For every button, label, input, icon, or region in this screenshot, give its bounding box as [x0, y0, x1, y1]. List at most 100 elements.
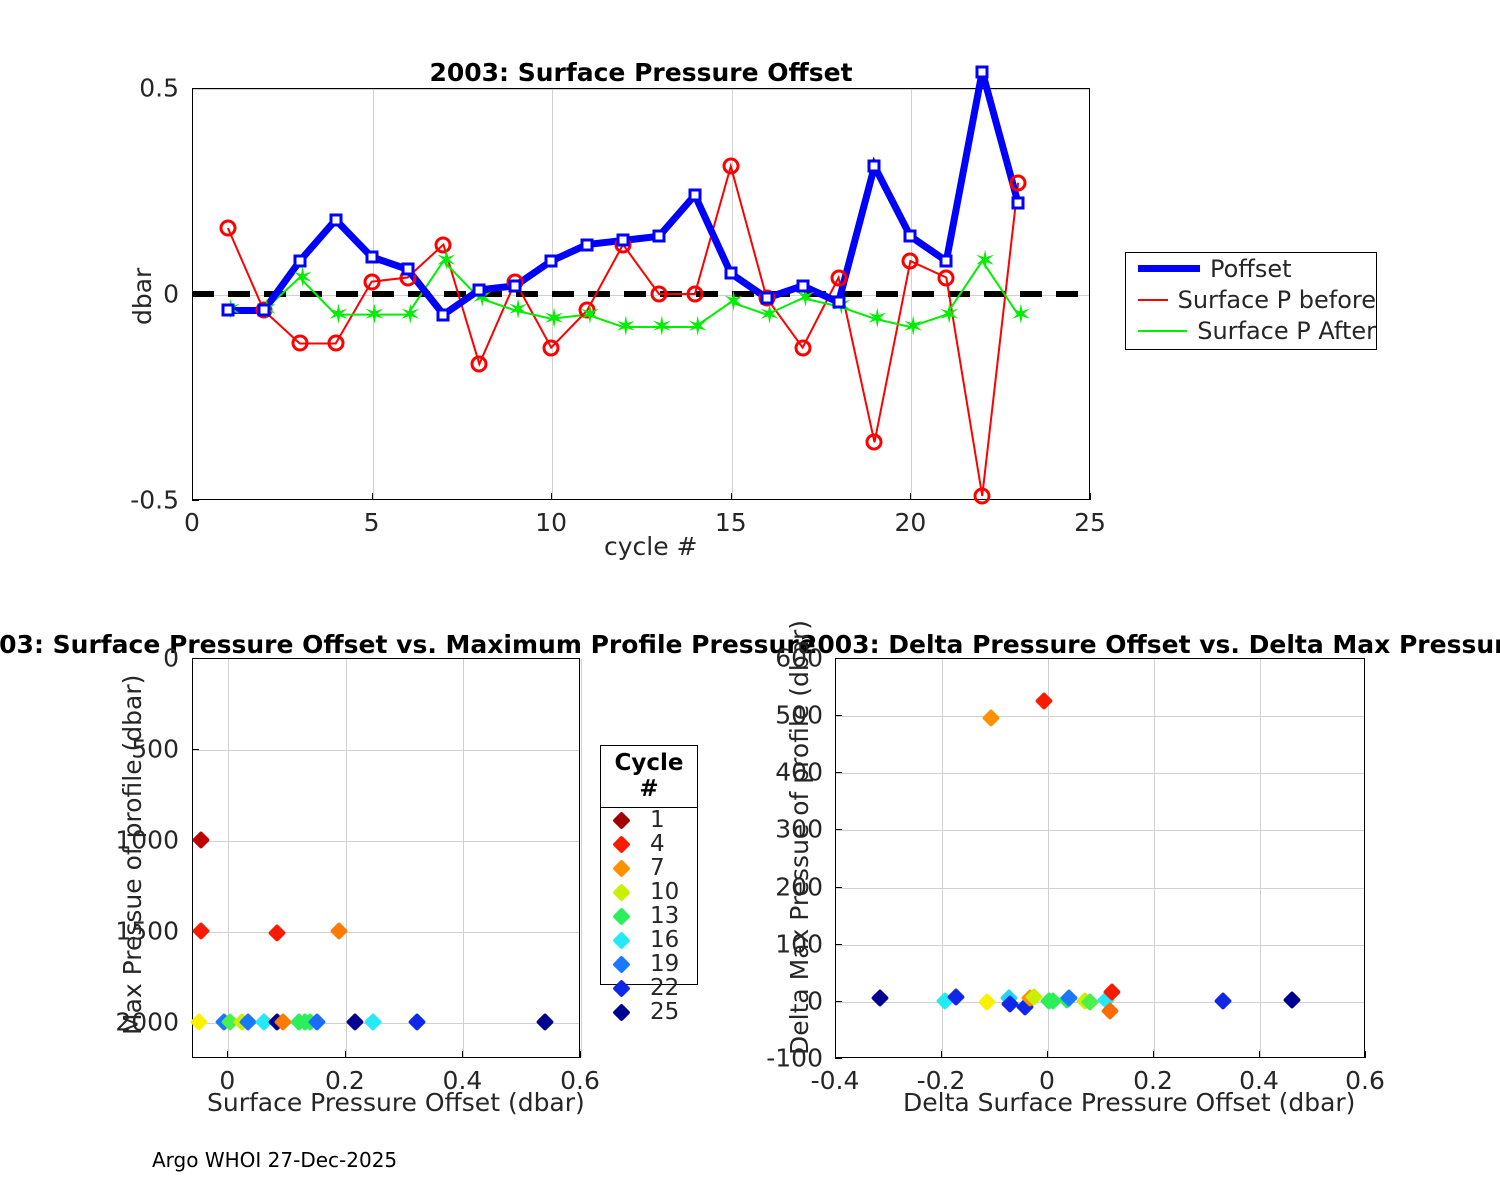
br-ytick-mark	[835, 658, 842, 659]
br-gridline-h	[836, 887, 1364, 889]
bl-chart-title: 2003: Surface Pressure Offset vs. Maximu…	[0, 630, 816, 659]
cycle-legend-row[interactable]: 10	[601, 879, 697, 905]
br-ytick--100: -100	[766, 1043, 823, 1073]
br-ytick-mark	[835, 886, 842, 888]
cycle-legend-dot-icon	[612, 906, 631, 926]
bl-gridline-v	[345, 659, 347, 1057]
br-xtick-mark	[835, 1051, 836, 1058]
main-ytick-mark	[192, 294, 199, 295]
cycle-legend-label: 22	[650, 975, 680, 1001]
cycle-legend[interactable]: Cycle # 1 4 7 10 13 16 19 22 25	[600, 745, 698, 1025]
cycle-legend-row[interactable]: 4	[601, 831, 697, 857]
bl-xtick-0.4: 0.4	[442, 1066, 483, 1095]
br-xtick-mark	[1153, 1051, 1154, 1058]
footer-credit: Argo WHOI 27-Dec-2025	[152, 1148, 398, 1172]
br-xtick--0.2: -0.2	[916, 1066, 966, 1095]
bl-gridline-h	[193, 749, 579, 751]
br-gridline-v	[1048, 659, 1049, 1057]
main-xtick-25: 25	[1074, 508, 1106, 537]
cycle-legend-label: 10	[650, 879, 680, 905]
bl-xtick-mark	[344, 1051, 346, 1058]
legend-row-poffset[interactable]: Poffset	[1126, 253, 1376, 284]
bl-gridline-h	[193, 840, 579, 842]
br-ytick-mark	[835, 943, 842, 945]
bl-ytick-1500: 1500	[115, 916, 179, 946]
bl-ytick-mark	[192, 1021, 199, 1023]
bl-ytick-2000: 2000	[115, 1007, 179, 1037]
main-chart-xlabel: cycle #	[604, 532, 698, 561]
br-xtick-0.4: 0.4	[1239, 1066, 1279, 1095]
cycle-legend-label: 19	[650, 951, 680, 977]
bl-ytick-mark	[192, 748, 199, 750]
main-xtick-mark	[551, 493, 553, 500]
br-ytick-100: 100	[775, 929, 823, 959]
cycle-legend-row[interactable]: 25	[601, 999, 697, 1025]
cycle-legend-row[interactable]: 7	[601, 855, 697, 881]
main-gridline-h	[193, 89, 1089, 90]
main-xtick-mark	[910, 493, 912, 500]
cycle-legend-label: 4	[650, 831, 665, 857]
br-ytick-300: 300	[775, 814, 823, 844]
cycle-legend-dot-icon	[612, 858, 631, 878]
legend-label-poffset: Poffset	[1210, 254, 1292, 283]
legend-swatch-surface-p-after	[1138, 329, 1188, 332]
legend-row-surface-p-before[interactable]: Surface P before	[1126, 284, 1376, 315]
main-gridline-v	[911, 89, 913, 499]
br-ytick-mark	[835, 715, 842, 717]
cycle-legend-dot-icon	[612, 1002, 631, 1022]
br-ytick-400: 400	[775, 757, 823, 787]
main-xtick-20: 20	[894, 508, 927, 537]
legend-label-surface-p-before: Surface P before	[1177, 285, 1376, 314]
br-gridline-h	[836, 716, 1364, 718]
br-ytick-500: 500	[775, 700, 823, 730]
cycle-legend-dot-icon	[612, 954, 631, 974]
cycle-legend-dot-icon	[612, 834, 631, 854]
bl-gridline-h	[193, 1022, 579, 1024]
main-gridline-v	[731, 89, 733, 499]
cycle-legend-row[interactable]: 22	[601, 975, 697, 1001]
cycle-legend-row[interactable]: 1	[601, 807, 697, 833]
cycle-legend-dot-icon	[612, 810, 631, 830]
bl-ytick-mark	[192, 658, 199, 659]
bl-xtick-mark	[227, 1051, 229, 1058]
legend-swatch-surface-p-before	[1138, 298, 1168, 301]
br-ytick-mark	[835, 772, 842, 774]
bl-chart-xlabel: Surface Pressure Offset (dbar)	[207, 1088, 585, 1117]
main-ytick-0.5: 0.5	[139, 73, 179, 103]
cycle-legend-label: 13	[650, 903, 680, 929]
br-chart-title: 2003: Delta Pressure Offset vs. Delta Ma…	[800, 630, 1500, 659]
br-ytick-600: 600	[775, 643, 823, 673]
main-xtick-mark	[1090, 493, 1091, 500]
bl-ytick-mark	[192, 930, 199, 932]
cycle-legend-dot-icon	[612, 882, 631, 902]
br-xtick-0.6: 0.6	[1345, 1066, 1385, 1095]
main-gridline-h	[193, 295, 1089, 296]
main-chart-legend[interactable]: Poffset Surface P before Surface P After	[1125, 252, 1377, 350]
cycle-legend-label: 7	[650, 855, 665, 881]
main-gridline-v	[552, 89, 554, 499]
main-chart-axes	[192, 88, 1090, 500]
br-gridline-v	[1260, 659, 1261, 1057]
bl-xtick-0.6: 0.6	[560, 1066, 600, 1095]
bl-xtick-mark	[462, 1051, 464, 1058]
br-ytick-mark	[835, 1058, 842, 1059]
br-gridline-h	[836, 830, 1364, 832]
bl-gridline-v	[581, 659, 582, 1057]
bl-xtick-mark	[580, 1051, 581, 1058]
cycle-legend-row[interactable]: 19	[601, 951, 697, 977]
cycle-legend-row[interactable]: 16	[601, 927, 697, 953]
br-xtick-mark	[1259, 1051, 1260, 1058]
br-ytick-mark	[835, 1000, 842, 1002]
bl-chart-ylabel: Max Pressue of profile (dbar)	[118, 674, 147, 1035]
main-ytick--0.5: -0.5	[130, 485, 179, 515]
main-ytick-mark	[192, 500, 199, 501]
legend-row-surface-p-after[interactable]: Surface P After	[1126, 315, 1376, 346]
br-xtick-0.2: 0.2	[1133, 1066, 1173, 1095]
main-ytick-0: 0	[163, 279, 179, 309]
main-xtick-10: 10	[535, 508, 568, 537]
br-ytick-0: 0	[807, 986, 823, 1016]
main-xtick-mark	[192, 493, 193, 500]
cycle-legend-dot-icon	[612, 978, 631, 998]
cycle-legend-row[interactable]: 13	[601, 903, 697, 929]
